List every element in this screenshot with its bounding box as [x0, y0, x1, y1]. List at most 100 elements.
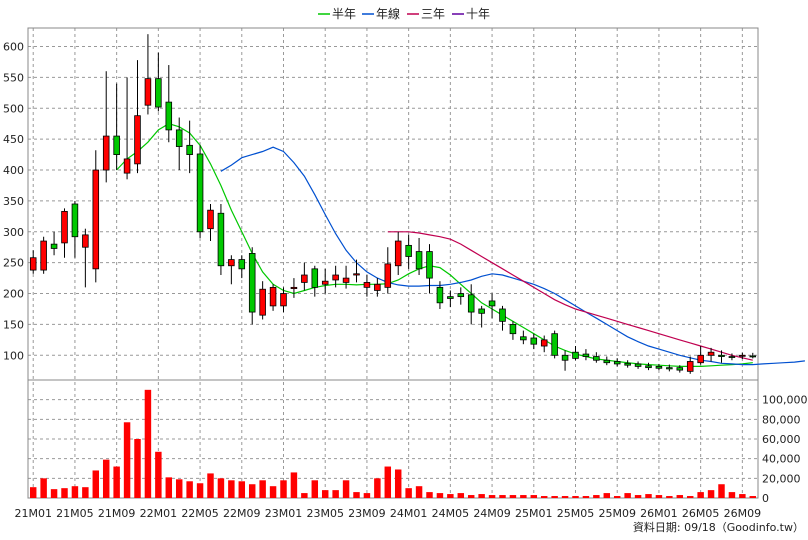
volume-tick-label: 0	[762, 492, 769, 505]
date-tick-label: 23M09	[348, 507, 386, 520]
date-tick-label: 23M05	[306, 507, 344, 520]
candle	[29, 250, 37, 274]
volume-bar	[374, 478, 381, 498]
candle	[499, 305, 506, 331]
candle	[415, 237, 423, 276]
candle-body	[61, 211, 68, 244]
candle	[144, 34, 152, 115]
candle-body	[238, 259, 246, 270]
candle	[217, 204, 225, 276]
candle-body	[686, 361, 694, 372]
candle-body	[123, 158, 131, 174]
candle-body	[707, 351, 715, 356]
volume-bar	[259, 480, 266, 498]
date-tick-label: 22M09	[223, 507, 261, 520]
legend-label-ten-year: 十年	[466, 7, 490, 21]
candle	[82, 228, 89, 288]
candle	[426, 244, 433, 294]
volume-bar	[707, 490, 715, 498]
candle-body	[82, 234, 89, 248]
candle-body	[572, 351, 579, 359]
candle-body	[499, 308, 506, 322]
date-tick-label: 22M01	[140, 507, 178, 520]
volume-bar	[749, 496, 757, 498]
candle	[613, 358, 621, 367]
volume-bar	[301, 493, 308, 498]
candle	[603, 356, 611, 366]
candle	[686, 356, 694, 374]
candle	[384, 247, 392, 294]
candle	[301, 262, 308, 291]
candle-body	[196, 153, 204, 233]
volume-bar	[551, 496, 558, 498]
candle	[269, 284, 277, 311]
candle-body	[739, 354, 746, 357]
candle	[739, 352, 746, 360]
volume-bar	[311, 480, 319, 498]
ma-three-year-line	[387, 231, 753, 361]
candle-body	[749, 355, 757, 358]
volume-bar	[144, 389, 152, 498]
volume-bar	[488, 495, 496, 498]
candle	[728, 353, 736, 361]
volume-bar	[155, 451, 162, 498]
volume-bar	[342, 480, 350, 498]
candle-body	[217, 212, 225, 267]
volume-bar	[175, 479, 183, 498]
candle	[259, 281, 266, 320]
volume-bar	[561, 496, 569, 498]
candle	[697, 346, 704, 365]
candle	[123, 77, 131, 180]
ma-year-line	[220, 146, 805, 366]
date-tick-label: 26M09	[724, 507, 762, 520]
price-tick-label: 350	[3, 195, 24, 208]
candle-body	[280, 293, 287, 307]
candle	[228, 255, 235, 285]
candle-body	[655, 366, 663, 369]
candle-body	[290, 286, 298, 290]
candle-body	[728, 356, 736, 358]
candle	[551, 330, 558, 359]
candle	[655, 363, 663, 371]
candle-body	[394, 240, 402, 267]
candle-body	[92, 169, 100, 270]
volume-axis-ticks: 0 20,000 40,000 60,000 80,000 100,000	[762, 394, 808, 505]
candle	[50, 231, 58, 256]
volume-bar	[102, 459, 110, 498]
candle-body	[228, 259, 235, 267]
candle-body	[634, 363, 642, 367]
candle	[290, 278, 298, 298]
candle-body	[551, 333, 558, 356]
volume-bar	[280, 480, 287, 498]
candle	[593, 352, 600, 363]
volume-tick-label: 100,000	[762, 394, 808, 407]
volume-bar	[697, 492, 704, 498]
candle-body	[624, 362, 631, 366]
candle-body	[593, 356, 600, 361]
candle	[186, 120, 193, 174]
volume-bar	[572, 496, 579, 498]
candle-body	[561, 354, 569, 361]
candle-body	[645, 365, 652, 369]
volume-bar	[405, 488, 412, 498]
candle-body	[415, 251, 423, 270]
candle	[71, 200, 79, 258]
date-tick-label: 25M09	[598, 507, 636, 520]
source-note: 資料日期: 09/18（Goodinfo.tw）	[633, 520, 804, 534]
candle-body	[134, 115, 141, 165]
candle	[40, 236, 47, 274]
volume-bar	[593, 495, 600, 498]
candle	[311, 265, 319, 297]
volume-tick-label: 20,000	[762, 472, 801, 485]
candle	[196, 145, 204, 238]
candle-body	[113, 135, 120, 155]
candle	[134, 60, 141, 174]
candle-body	[50, 243, 58, 249]
candle	[363, 275, 371, 297]
volume-bar	[509, 495, 517, 498]
candle-body	[676, 367, 684, 371]
candle-body	[363, 282, 371, 288]
volume-bar	[269, 486, 277, 498]
volume-bar	[530, 495, 538, 498]
